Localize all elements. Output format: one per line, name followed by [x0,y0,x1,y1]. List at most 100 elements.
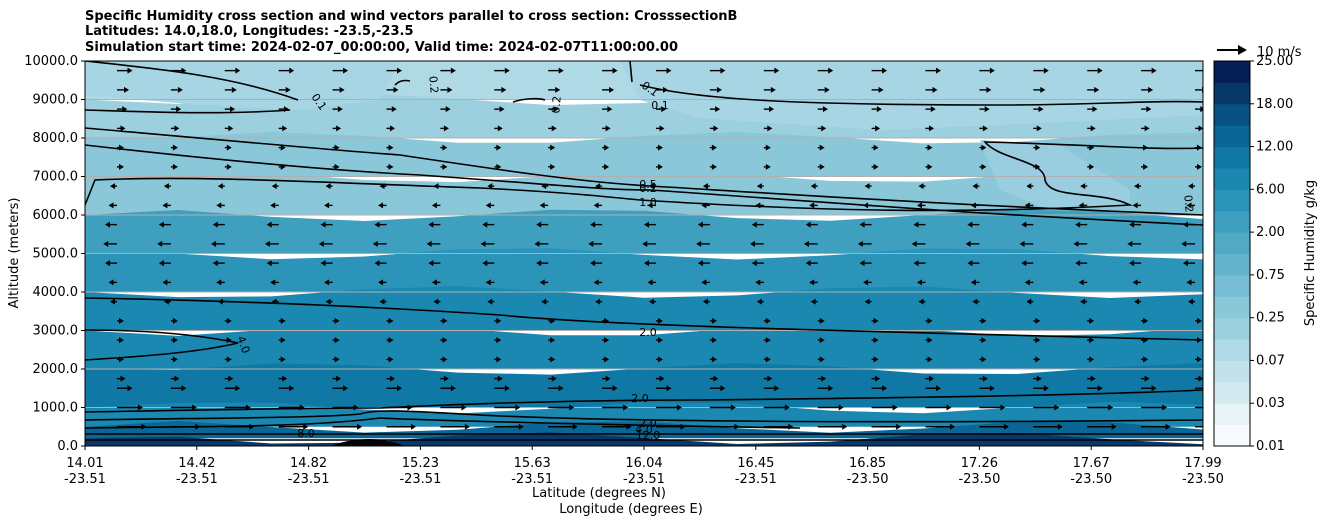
wind-vector-head [873,163,879,170]
wind-vector-head [1073,240,1079,247]
wind-vector-head [285,86,291,93]
x-tick-label-lon: -23.51 [735,472,777,487]
wind-vector-head [1040,86,1046,93]
humidity-band [85,248,1203,292]
wind-vector-head [1206,68,1211,74]
wind-vector-head [450,67,456,74]
wind-vector-head [595,183,601,190]
wind-vector-head [821,125,827,132]
wind-vector-head [1143,317,1149,324]
x-tick-label-lon: -23.51 [511,472,553,487]
wind-vector-head [864,298,870,305]
wind-vector-head [339,86,345,93]
wind-vector-head [711,356,717,363]
wind-vector-head [550,144,556,151]
colorbar-label: Specific Humidity g/kg [1303,180,1318,326]
wind-vector-head [982,375,988,382]
wind-vector-head [981,356,987,363]
wind-vector-head [235,385,241,392]
x-tick-label-lat: 14.01 [66,456,103,471]
wind-vector-head [157,240,163,247]
colorbar-segment [1214,167,1250,190]
wind-vector-head [927,337,933,344]
colorbar-segment [1214,210,1250,233]
wind-vector-head [1143,163,1149,170]
wind-vector-head [110,183,115,190]
wind-vector-head [388,337,394,344]
wind-vector-head [649,183,654,190]
contour-line [85,410,1203,423]
contour-label: 2.0 [639,326,657,339]
wind-vector-head [663,86,668,93]
wind-vector-head [433,298,439,305]
wind-vector-head [226,144,232,151]
wind-vector-head [411,423,416,430]
wind-vector-head [270,279,276,286]
wind-vector-head [864,183,870,190]
wind-vector-head [283,106,289,113]
wind-vector-head [334,163,340,170]
y-tick-label: 8000.0 [33,131,79,146]
wind-vector-head [1036,375,1042,382]
wind-vector-head [982,125,988,132]
contour-label: 2.0 [639,417,657,430]
wind-vector-head [765,144,771,151]
wind-vector-head [972,298,978,305]
colorbar-segment [1214,189,1250,212]
wind-vector-head [805,221,811,228]
wind-vector-head [967,221,973,228]
wind-vector-head [539,202,545,209]
wind-vector-head [108,279,114,286]
wind-vector-head [211,240,217,247]
wind-vector-head [1200,106,1203,113]
wind-vector-head [989,67,995,74]
quiver-key-arrowhead [1238,45,1247,55]
x-tick-label-lon: -23.50 [958,472,1000,487]
colorbar-tick-label: 0.07 [1256,353,1285,368]
wind-vector-head [716,86,722,93]
wind-vector-head [605,375,611,382]
wind-vector-head [226,356,232,363]
wind-vector-head [318,240,324,247]
wind-vector-head [487,298,493,305]
wind-vector-head [1054,404,1060,411]
wind-vector-head [918,183,924,190]
wind-vector-head [266,221,272,228]
wind-vector-head [822,106,828,113]
wind-vector-head [181,67,187,74]
wind-vector-head [803,240,809,247]
wind-vector-head [658,356,663,363]
wind-vector-head [497,375,503,382]
wind-vector-head [163,298,169,305]
wind-vector-head [1078,202,1084,209]
wind-vector-head [1143,337,1149,344]
wind-vector-head [784,404,790,411]
wind-vector-head [108,202,114,209]
wind-vector-head [842,423,848,430]
wind-vector-head [1183,221,1188,228]
wind-vector-head [299,404,305,411]
wind-vector-head [649,298,654,305]
wind-vector-head [809,279,815,286]
wind-vector-head [1143,356,1149,363]
wind-vector-head [1003,423,1009,430]
wind-vector-head [172,144,178,151]
wind-vector-head [604,144,610,151]
wind-vector-head [1089,356,1095,363]
wind-vector-head [216,202,222,209]
wind-vector-head [230,106,236,113]
wind-vector-head [659,375,665,382]
wind-vector-head [929,125,934,132]
wind-vector-head [334,356,340,363]
wind-vector-head [1038,106,1044,113]
wind-vector-head [447,86,453,93]
wind-vector-head [696,240,702,247]
wind-vector-head [320,260,326,267]
quiver-key-label: 10 m/s [1257,45,1302,60]
colorbar-segment [1214,103,1250,126]
contour-label: 0.2 [1181,194,1195,213]
wind-vector-head [1075,260,1081,267]
wind-vector-head [1197,356,1202,363]
wind-vector-head [677,404,682,411]
wind-vector-head [863,202,869,209]
